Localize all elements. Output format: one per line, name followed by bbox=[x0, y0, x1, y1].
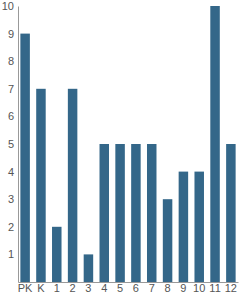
x-tick: 6 bbox=[133, 282, 139, 294]
bar bbox=[194, 172, 203, 282]
x-tick-label: 11 bbox=[209, 282, 220, 294]
x-tick-label: K bbox=[37, 282, 45, 294]
x-tick: 4 bbox=[101, 282, 107, 294]
x-tick: 12 bbox=[225, 282, 237, 294]
y-tick: 7 bbox=[8, 83, 18, 95]
bar bbox=[20, 34, 29, 282]
x-tick: 10 bbox=[193, 282, 205, 294]
y-tick: 5 bbox=[8, 138, 18, 150]
y-tick-label: 7 bbox=[8, 83, 14, 95]
x-tick-label: 2 bbox=[70, 282, 76, 294]
y-tick: 4 bbox=[8, 166, 18, 178]
bar bbox=[115, 144, 124, 282]
y-tick: 10 bbox=[2, 0, 18, 12]
x-axis-line bbox=[19, 282, 239, 283]
y-axis-line bbox=[18, 7, 19, 283]
x-tick-label: 12 bbox=[225, 282, 237, 294]
bar bbox=[52, 227, 61, 282]
x-tick: 8 bbox=[165, 282, 171, 294]
y-tick-label: 6 bbox=[8, 110, 14, 122]
y-tick-label: 1 bbox=[8, 248, 14, 260]
x-tick-label: 9 bbox=[180, 282, 186, 294]
x-tick: 7 bbox=[149, 282, 155, 294]
bar bbox=[84, 254, 93, 282]
y-tick-label: 8 bbox=[8, 55, 14, 67]
bar bbox=[131, 144, 140, 282]
bars bbox=[20, 6, 235, 282]
bar bbox=[179, 172, 188, 282]
x-tick: 3 bbox=[85, 282, 91, 294]
x-tick: K bbox=[37, 282, 45, 294]
x-tick-label: 10 bbox=[193, 282, 205, 294]
y-tick-label: 3 bbox=[8, 193, 14, 205]
y-tick: 1 bbox=[8, 248, 18, 260]
x-tick-label: 4 bbox=[101, 282, 107, 294]
x-tick-label: 7 bbox=[149, 282, 155, 294]
bar bbox=[210, 6, 219, 282]
bar bbox=[147, 144, 156, 282]
y-tick: 8 bbox=[8, 55, 18, 67]
x-axis: PKK123456789101112 bbox=[18, 282, 239, 294]
x-tick-label: 5 bbox=[117, 282, 123, 294]
x-tick: 5 bbox=[117, 282, 123, 294]
y-tick: 9 bbox=[8, 28, 18, 40]
y-tick-label: 10 bbox=[2, 0, 14, 12]
x-tick-label: PK bbox=[18, 282, 33, 294]
y-tick-label: 5 bbox=[8, 138, 14, 150]
y-axis: 1 2 3 4 5 6 7 8 9 10 bbox=[2, 0, 19, 282]
bar bbox=[163, 199, 172, 282]
x-tick-label: 6 bbox=[133, 282, 139, 294]
x-tick-label: 3 bbox=[85, 282, 91, 294]
y-tick-label: 9 bbox=[8, 28, 14, 40]
bar bbox=[226, 144, 235, 282]
x-tick: 1 bbox=[54, 282, 60, 294]
x-tick-label: 8 bbox=[165, 282, 171, 294]
x-tick: 11 bbox=[209, 282, 220, 294]
y-tick: 3 bbox=[8, 193, 18, 205]
bar bbox=[36, 89, 45, 282]
x-tick: 2 bbox=[70, 282, 76, 294]
y-tick-label: 2 bbox=[8, 221, 14, 233]
plot: 12345678910PKK123456789101112 bbox=[2, 0, 239, 294]
bar bbox=[68, 89, 77, 282]
bar bbox=[100, 144, 109, 282]
x-tick-label: 1 bbox=[54, 282, 60, 294]
y-tick: 6 bbox=[8, 110, 18, 122]
x-tick: 9 bbox=[180, 282, 186, 294]
y-tick: 2 bbox=[8, 221, 18, 233]
chart: 12345678910PKK123456789101112 bbox=[0, 0, 240, 296]
y-tick-label: 4 bbox=[8, 166, 14, 178]
x-tick: PK bbox=[18, 282, 33, 294]
